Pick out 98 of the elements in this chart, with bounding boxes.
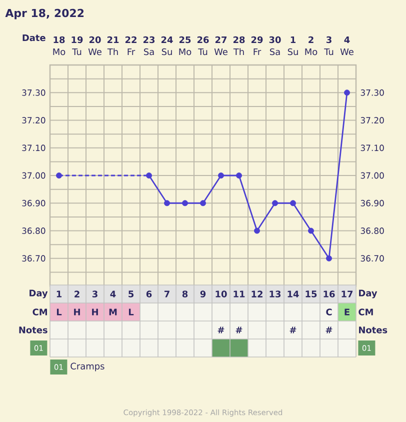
text: Sa — [144, 48, 154, 56]
text: # — [236, 326, 242, 334]
text: 17 — [342, 290, 353, 298]
text: 11 — [234, 290, 245, 298]
point — [344, 90, 350, 96]
text: M — [109, 308, 117, 316]
point — [290, 200, 296, 206]
text: 16 — [324, 290, 335, 298]
point — [164, 200, 170, 206]
x-tick-label: 29 — [251, 36, 263, 44]
text: We — [214, 48, 228, 56]
x-tick-label: 3 — [326, 36, 332, 44]
text: Mo — [53, 48, 66, 56]
text: L — [128, 308, 134, 316]
y2-tick-label: 37.20 — [360, 117, 384, 124]
text: # — [218, 326, 224, 334]
chart-title: Apr 18, 2022 — [5, 8, 84, 20]
x-tick-label: 1 — [290, 36, 296, 44]
text: E — [344, 308, 350, 316]
text: 14 — [288, 290, 299, 298]
y2-tick-label: 37.10 — [360, 144, 384, 152]
y-tick-label: 36.90 — [22, 200, 46, 206]
text: 5 — [128, 290, 134, 298]
y-tick-label: 37.20 — [22, 117, 46, 124]
point — [56, 172, 62, 178]
text: Th — [233, 48, 244, 56]
text: Fr — [254, 48, 262, 56]
text: 12 — [252, 290, 262, 298]
text: 2 — [74, 290, 80, 298]
text: 1 — [56, 290, 62, 298]
text: Cramps — [70, 362, 104, 372]
x-tick-label: 21 — [107, 36, 119, 44]
text: Day — [30, 290, 48, 298]
y2-tick-label: 36.90 — [360, 200, 384, 206]
text: Date — [22, 34, 46, 42]
text: 9 — [200, 290, 206, 298]
text: 6 — [146, 290, 152, 298]
text: # — [290, 326, 296, 334]
text: Notes — [359, 326, 388, 334]
y-tick-label: 36.80 — [22, 228, 46, 234]
y-tick-label: 37.10 — [22, 144, 46, 152]
text: Mo — [179, 48, 192, 56]
text: Th — [107, 48, 118, 56]
text: Notes — [19, 326, 48, 334]
text: 3 — [92, 290, 98, 298]
y-tick-label: 36.70 — [22, 255, 46, 262]
text: We — [340, 48, 354, 56]
x-tick-label: 24 — [161, 36, 173, 44]
point — [182, 200, 188, 206]
text: C — [326, 308, 332, 316]
x-tick-label: 28 — [233, 36, 245, 44]
text: 7 — [164, 290, 170, 298]
x-tick-label: 26 — [197, 36, 209, 44]
point — [236, 172, 242, 178]
x-tick-label: 4 — [344, 36, 350, 44]
point — [200, 200, 206, 206]
x-tick-label: 27 — [215, 36, 227, 44]
text: Tu — [324, 48, 334, 56]
y2-tick-label: 37.30 — [360, 89, 384, 96]
x-tick-label: 25 — [179, 36, 191, 44]
x-tick-label: 22 — [125, 36, 136, 44]
x-tick-label: 23 — [143, 36, 155, 44]
text: Mo — [305, 48, 318, 56]
text: Day — [359, 290, 378, 298]
text: # — [326, 326, 332, 334]
point — [218, 172, 224, 178]
point — [272, 200, 278, 206]
text: Fr — [128, 48, 136, 56]
text: Su — [288, 48, 298, 56]
y2-tick-label: 36.80 — [360, 228, 384, 234]
x-tick-label: 30 — [269, 36, 281, 44]
text: L — [56, 308, 62, 316]
point — [146, 172, 152, 178]
text: H — [74, 308, 80, 316]
point — [326, 255, 332, 262]
y-tick-label: 37.00 — [22, 172, 46, 179]
text: 4 — [110, 290, 116, 298]
text: 13 — [270, 290, 281, 298]
y-tick-label: 37.30 — [22, 89, 46, 96]
text: 8 — [182, 290, 188, 298]
x-tick-label: 19 — [72, 36, 83, 44]
point — [308, 228, 314, 234]
x-tick-label: 2 — [308, 36, 314, 44]
text: We — [88, 48, 102, 56]
text: H — [92, 308, 98, 316]
text: Sa — [270, 48, 280, 56]
text: 10 — [216, 290, 227, 298]
text: Tu — [198, 48, 208, 56]
y2-tick-label: 37.00 — [360, 172, 384, 179]
text: Tu — [72, 48, 82, 56]
x-tick-label: 20 — [89, 36, 101, 44]
x-tick-label: 18 — [54, 36, 65, 44]
point — [254, 228, 260, 234]
text: 15 — [306, 290, 317, 298]
text: Su — [162, 48, 172, 56]
text: CM — [32, 308, 47, 316]
text: CM — [358, 308, 373, 316]
y2-tick-label: 36.70 — [360, 255, 384, 262]
